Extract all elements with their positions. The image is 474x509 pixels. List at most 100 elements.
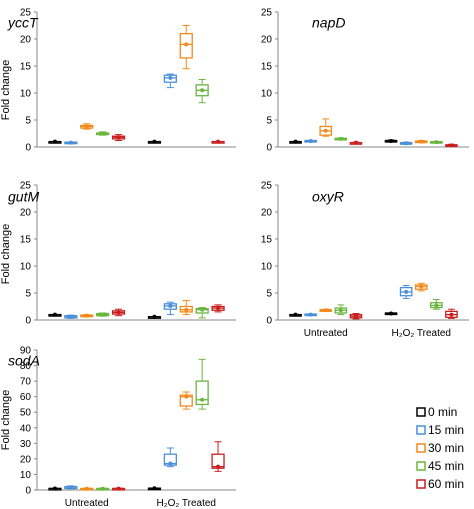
box-60-min (111, 134, 126, 142)
y-tick-label: 10 (20, 262, 32, 273)
box-15-min (64, 140, 78, 145)
box-45-min (334, 136, 348, 141)
box-30-min (179, 391, 193, 410)
y-tick-label: 25 (20, 181, 32, 192)
box-45-min (195, 79, 209, 104)
median-dot (152, 486, 157, 491)
box-45-min (430, 298, 443, 310)
median-dot (184, 307, 189, 312)
median-dot (323, 128, 328, 133)
x-category-label: Untreated (304, 328, 348, 339)
y-tick-label: 20 (20, 35, 32, 46)
box-45-min (430, 140, 443, 145)
panel-title: yccT (7, 14, 39, 30)
y-tick-label: 0 (25, 486, 31, 497)
y-tick-label: 30 (20, 439, 32, 450)
median-dot (184, 394, 189, 399)
box-0-min (48, 312, 62, 317)
legend-label: 15 min (428, 423, 464, 437)
median-dot (152, 314, 157, 319)
box-45-min (334, 304, 348, 316)
y-tick-label: 0 (266, 316, 272, 327)
median-dot (52, 486, 57, 491)
median-dot (323, 308, 328, 313)
y-tick-label: 0 (266, 143, 272, 154)
y-tick-label: 20 (261, 35, 273, 46)
y-tick-label: 5 (25, 116, 31, 127)
box-15-min (399, 141, 413, 146)
y-tick-label: 10 (261, 262, 273, 273)
median-dot (168, 461, 173, 466)
y-tick-label: 0 (25, 143, 31, 154)
y-tick-label: 40 (20, 423, 32, 434)
legend: 0 min 15 min 30 min 45 min 60 min (416, 405, 464, 491)
box-60-min (349, 313, 363, 320)
x-category-label: H₂O₂ Treated (392, 328, 451, 339)
median-dot (389, 311, 394, 316)
box-15-min (64, 485, 78, 490)
box-60-min (445, 143, 458, 148)
box-60-min (211, 441, 225, 472)
box-60-min (211, 139, 225, 144)
y-axis-label: Fold change (0, 60, 12, 121)
median-dot (100, 312, 105, 317)
median-dot (419, 139, 424, 144)
y-tick-label: 10 (261, 89, 273, 100)
box-30-min (414, 282, 428, 292)
box-45-min (96, 312, 110, 317)
median-dot (84, 124, 89, 129)
box-45-min (96, 131, 110, 136)
y-tick-label: 5 (266, 289, 272, 300)
legend-swatch (416, 407, 426, 417)
median-dot (434, 303, 439, 308)
box-0-min (48, 139, 62, 144)
legend-swatch (416, 425, 426, 435)
legend-label: 0 min (428, 405, 457, 419)
box-30-min (319, 118, 333, 137)
box-60-min (111, 486, 126, 491)
y-tick-label: 10 (20, 89, 32, 100)
median-dot (338, 136, 343, 141)
median-dot (216, 464, 221, 469)
y-tick-label: 25 (20, 8, 32, 19)
legend-swatch (416, 443, 426, 453)
median-dot (116, 310, 121, 315)
median-dot (100, 131, 105, 136)
box-30-min (414, 139, 428, 144)
median-dot (216, 139, 221, 144)
box-60-min (211, 304, 225, 313)
box-30-min (80, 313, 94, 318)
y-axis-label: Fold change (0, 224, 12, 285)
median-dot (52, 312, 57, 317)
y-tick-label: 15 (261, 235, 273, 246)
y-tick-label: 25 (261, 181, 273, 192)
box-45-min (195, 358, 209, 410)
box-15-min (64, 314, 78, 319)
box-15-min (399, 284, 413, 299)
median-dot (389, 139, 394, 144)
y-tick-label: 15 (20, 235, 32, 246)
y-tick-label: 70 (20, 377, 32, 388)
panel-oxyR: 0 5 10 15 20 25 oxyR Untreated H₂O₂ Treated (261, 181, 469, 339)
legend-label: 45 min (428, 459, 464, 473)
median-dot (200, 397, 205, 402)
median-dot (353, 140, 358, 145)
y-tick-label: 90 (20, 346, 32, 357)
median-dot (216, 306, 221, 311)
y-tick-label: 10 (20, 470, 32, 481)
box-15-min (163, 301, 177, 316)
box-30-min (319, 308, 333, 313)
y-tick-label: 20 (20, 208, 32, 219)
box-45-min (96, 486, 110, 491)
median-dot (419, 284, 424, 289)
x-category-label: H₂O₂ Treated (157, 498, 216, 509)
box-60-min (349, 140, 363, 145)
panel-title: sodA (8, 352, 40, 368)
median-dot (84, 486, 89, 491)
median-dot (168, 75, 173, 80)
panel-title: oxyR (312, 188, 344, 204)
box-0-min (289, 312, 302, 317)
